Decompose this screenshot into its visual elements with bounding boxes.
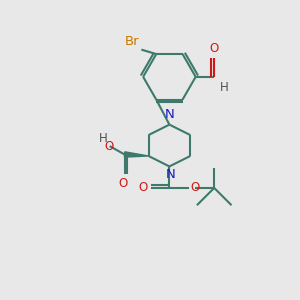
Text: Br: Br (125, 35, 140, 48)
Text: H: H (220, 81, 228, 94)
Text: N: N (164, 108, 174, 121)
Text: O: O (138, 181, 147, 194)
Text: O: O (209, 42, 218, 55)
Text: H: H (98, 132, 107, 145)
Polygon shape (124, 152, 148, 157)
Text: O: O (190, 181, 200, 194)
Text: O: O (104, 140, 114, 153)
Text: N: N (166, 168, 176, 181)
Text: O: O (118, 178, 128, 190)
